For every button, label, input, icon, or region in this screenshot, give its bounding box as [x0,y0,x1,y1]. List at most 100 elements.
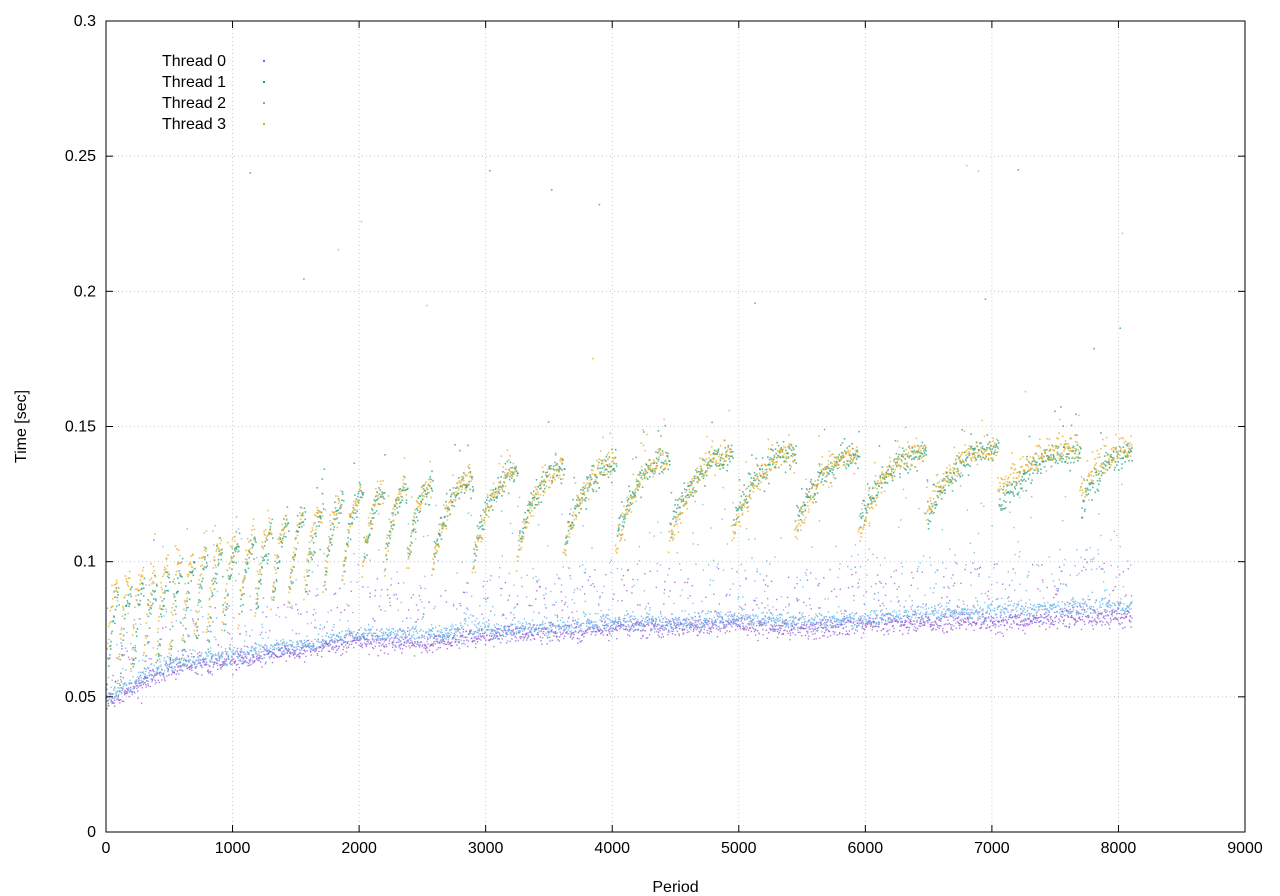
data-point-thread-1 [320,516,322,518]
data-point-thread-0 [138,682,141,684]
data-point-thread-1 [318,515,321,518]
data-point-thread-1 [445,492,448,495]
data-point-thread-0 [498,638,500,640]
data-point-thread-0 [304,650,306,653]
data-point-thread-0 [496,632,498,634]
data-point-thread-1 [325,571,328,573]
data-point-thread-1 [981,445,984,448]
data-point-thread-1 [519,532,521,534]
data-point-thread-0 [211,673,213,676]
data-point-thread-0 [248,664,251,667]
data-point-thread-0 [123,654,125,656]
data-point-thread-0 [432,637,435,639]
data-point-thread-0 [823,632,826,634]
data-point-thread-0 [967,617,969,620]
data-point-thread-1 [398,499,400,501]
data-point-thread-1 [550,189,553,191]
data-point-thread-1 [117,587,120,589]
data-point-thread-1 [427,483,430,486]
data-point-thread-0 [1008,596,1010,598]
data-point-thread-1 [251,543,253,545]
data-point-thread-0 [1029,623,1031,625]
data-point-thread-1 [1037,468,1039,470]
data-point-thread-0 [139,685,141,687]
data-point-thread-0 [299,652,302,654]
data-point-thread-0 [573,632,575,634]
data-point-thread-0 [937,624,939,627]
data-point-thread-0 [512,629,514,631]
data-point-thread-1 [181,575,183,578]
data-point-thread-0 [405,642,408,644]
data-point-thread-0 [510,612,512,614]
data-point-thread-1 [153,598,155,600]
data-point-thread-1 [163,598,165,600]
data-point-thread-2 [115,691,117,693]
data-point-thread-2 [116,690,118,692]
data-point-thread-2 [110,693,113,696]
data-point-thread-1 [274,588,277,591]
data-point-thread-0 [1072,617,1075,619]
data-point-thread-0 [626,590,628,592]
data-point-thread-1 [709,460,711,463]
data-point-thread-1 [977,456,979,458]
data-point-thread-0 [645,616,647,619]
data-point-thread-1 [878,445,881,447]
data-point-thread-0 [919,622,921,625]
data-point-thread-1 [630,494,632,497]
data-point-thread-0 [1091,621,1093,623]
data-point-thread-0 [471,637,473,639]
data-point-thread-0 [115,696,117,698]
data-point-thread-0 [132,659,134,661]
data-point-thread-0 [768,631,770,634]
data-point-thread-1 [951,476,953,478]
data-point-thread-0 [246,651,248,653]
data-point-thread-2 [160,666,162,668]
data-point-thread-0 [217,644,220,646]
data-point-thread-0 [1004,619,1006,621]
data-point-thread-1 [1115,451,1118,453]
data-point-thread-0 [975,624,977,626]
data-point-thread-1 [852,454,855,457]
data-point-thread-1 [667,468,670,471]
data-point-thread-0 [988,626,990,629]
data-point-thread-0 [791,625,794,627]
data-point-thread-1 [314,551,316,554]
data-point-thread-1 [989,447,991,449]
data-point-thread-0 [1084,615,1087,617]
data-point-thread-0 [650,630,652,632]
data-point-thread-0 [878,623,881,625]
data-point-thread-0 [442,639,444,641]
data-point-thread-0 [905,620,908,622]
data-point-thread-2 [138,681,140,683]
data-point-thread-0 [130,686,132,689]
data-point-thread-0 [1030,620,1033,622]
data-point-thread-1 [1026,470,1029,473]
data-point-thread-1 [864,508,867,510]
data-point-thread-1 [229,575,232,578]
data-point-thread-1 [700,468,703,470]
data-point-thread-0 [887,618,890,620]
data-point-thread-0 [1104,609,1106,611]
data-point-thread-0 [146,676,148,679]
data-point-thread-0 [605,630,607,632]
data-point-thread-0 [966,616,969,619]
data-point-thread-0 [399,647,401,650]
data-point-thread-1 [488,500,491,502]
data-point-thread-0 [511,623,514,626]
data-point-thread-1 [750,484,752,486]
data-point-thread-1 [931,505,934,507]
data-point-thread-1 [655,462,658,465]
data-point-thread-0 [826,621,828,623]
data-point-thread-1 [614,448,617,451]
data-point-thread-1 [863,504,866,507]
data-point-thread-0 [1054,620,1057,623]
data-point-thread-0 [667,631,669,633]
data-point-thread-0 [396,598,398,600]
data-point-thread-0 [188,667,190,669]
data-point-thread-0 [1041,564,1043,566]
data-point-thread-0 [814,632,816,635]
data-point-thread-0 [980,626,983,628]
data-point-thread-0 [323,626,326,628]
data-point-thread-0 [386,588,389,591]
data-point-thread-0 [1043,617,1046,619]
